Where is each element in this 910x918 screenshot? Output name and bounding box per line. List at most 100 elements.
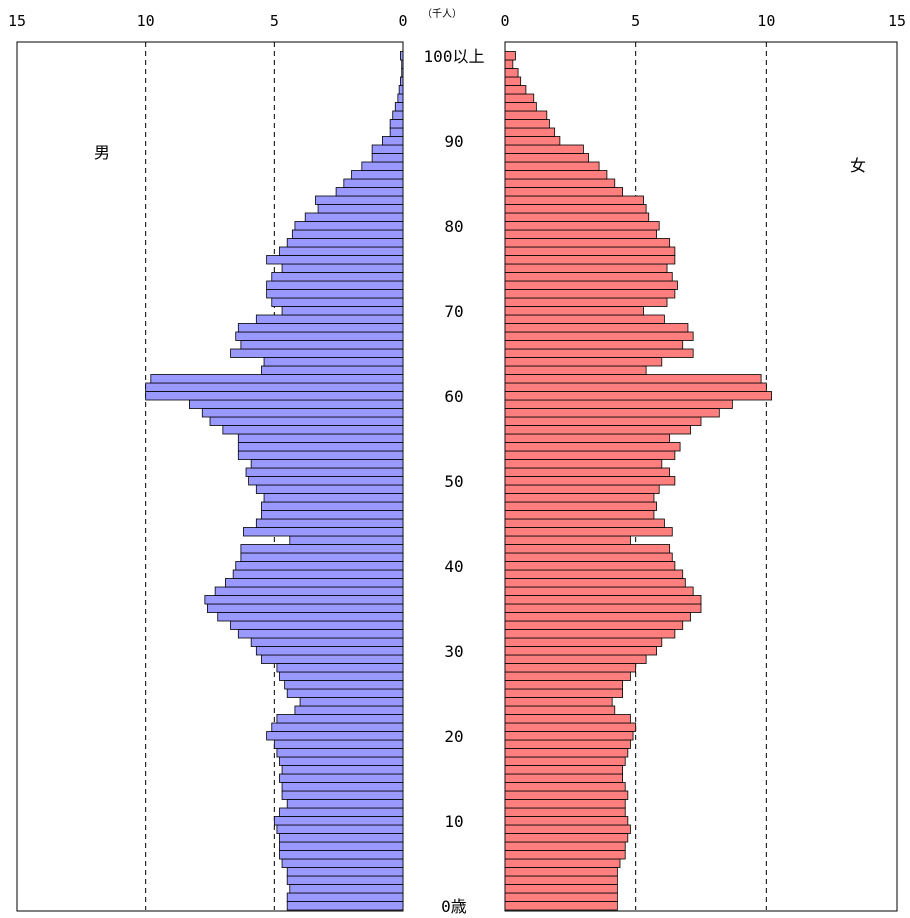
female-bar xyxy=(504,773,623,783)
male-bar xyxy=(225,578,404,588)
female-label: 女 xyxy=(850,156,866,175)
male-bar xyxy=(209,416,404,426)
male-bar xyxy=(397,93,404,103)
female-bar xyxy=(504,782,626,792)
female-bar xyxy=(504,272,673,282)
male-bar xyxy=(400,76,404,86)
female-bar xyxy=(504,671,631,681)
male-bar xyxy=(145,382,404,392)
female-bar xyxy=(504,807,626,817)
female-bar xyxy=(504,527,673,537)
female-bar xyxy=(504,221,660,231)
male-bar xyxy=(286,799,404,809)
male-bar xyxy=(361,161,404,171)
male-bar xyxy=(279,841,404,851)
female-bar xyxy=(504,365,647,375)
male-bar xyxy=(145,391,404,401)
female-bar xyxy=(504,59,514,69)
male-bar xyxy=(286,892,404,902)
female-bar xyxy=(504,161,600,171)
female-bar xyxy=(504,561,676,571)
male-bar xyxy=(204,595,404,605)
female-bar xyxy=(504,884,618,894)
male-bar xyxy=(371,144,404,154)
female-bar xyxy=(504,892,618,902)
male-bar xyxy=(279,671,404,681)
female-bar xyxy=(504,748,629,758)
male-bar xyxy=(207,603,404,613)
male-bar xyxy=(276,748,404,758)
male-bar xyxy=(281,306,404,316)
male-bar xyxy=(214,586,404,596)
female-bar xyxy=(504,340,684,350)
female-bar xyxy=(504,357,663,367)
male-bar xyxy=(273,816,404,826)
female-bar xyxy=(504,68,519,78)
female-bar xyxy=(504,612,691,622)
male-bar xyxy=(232,569,404,579)
female-bar xyxy=(504,663,637,673)
female-bar xyxy=(504,212,650,222)
age-tick-label: 100以上 xyxy=(424,47,485,66)
female-bar xyxy=(504,680,623,690)
female-bar xyxy=(504,867,618,877)
female-bar xyxy=(504,535,631,545)
male-bar xyxy=(279,773,404,783)
male-bar xyxy=(289,884,404,894)
female-bar xyxy=(504,858,621,868)
male-bar xyxy=(201,408,404,418)
male-bar xyxy=(371,153,404,163)
male-bar xyxy=(263,357,404,367)
female-bar xyxy=(504,646,657,656)
male-bar xyxy=(217,612,404,622)
female-bar xyxy=(504,595,702,605)
male-bar xyxy=(281,782,404,792)
male-bar xyxy=(279,833,404,843)
female-bar xyxy=(504,544,671,554)
female-bar xyxy=(504,705,616,715)
male-bar xyxy=(255,484,404,494)
male-bar xyxy=(394,102,404,112)
female-bar xyxy=(504,833,629,843)
male-bar xyxy=(286,688,404,698)
male-bar xyxy=(281,765,404,775)
female-bar xyxy=(504,85,527,95)
female-bar xyxy=(504,391,772,401)
male-bars xyxy=(145,51,404,911)
male-bar xyxy=(235,561,404,571)
female-bar xyxy=(504,850,626,860)
female-bar xyxy=(504,51,516,61)
female-bar xyxy=(504,620,684,630)
male-bar xyxy=(400,51,404,61)
female-bar xyxy=(504,238,671,248)
male-bar xyxy=(235,331,404,341)
female-bar xyxy=(504,586,694,596)
female-bar xyxy=(504,493,655,503)
male-bar xyxy=(289,535,404,545)
male-bar xyxy=(279,850,404,860)
female-x-tick-label: 15 xyxy=(888,12,906,30)
male-bar xyxy=(398,85,404,95)
female-bar xyxy=(504,408,720,418)
female-bar xyxy=(504,654,647,664)
female-bar xyxy=(504,714,631,724)
male-bar xyxy=(335,187,404,197)
male-bar xyxy=(281,858,404,868)
female-bar xyxy=(504,765,623,775)
male-bar xyxy=(230,620,404,630)
female-bar xyxy=(504,569,684,579)
female-bar xyxy=(504,501,657,511)
female-bar xyxy=(504,459,663,469)
male-bar xyxy=(343,178,404,188)
female-bar xyxy=(504,603,702,613)
female-bar xyxy=(504,799,626,809)
age-tick-label: 70 xyxy=(444,302,463,321)
male-bar xyxy=(271,272,404,282)
female-bar xyxy=(504,255,676,265)
male-bar xyxy=(243,527,404,537)
female-x-tick-label: 5 xyxy=(631,12,640,30)
female-bar xyxy=(504,816,629,826)
female-bar xyxy=(504,297,668,307)
male-bar xyxy=(401,68,404,78)
